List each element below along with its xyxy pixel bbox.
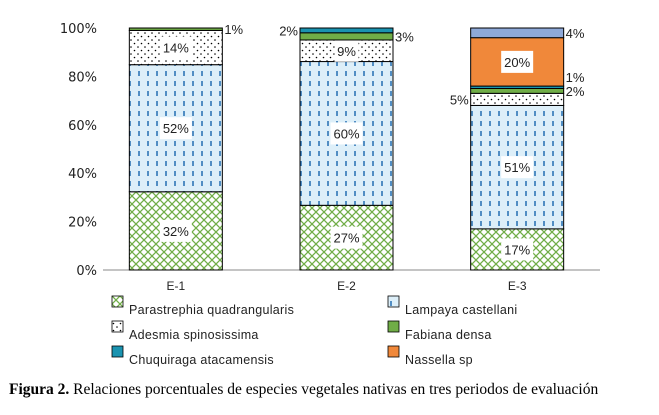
- y-tick-label: 0%: [76, 264, 97, 279]
- data-label: 9%: [337, 44, 356, 59]
- data-label-bg: [159, 219, 192, 242]
- x-tick-label: E-2: [337, 279, 356, 293]
- legend-label: Adesmia spinosissima: [129, 328, 259, 342]
- bars: 32%52%14%1%27%60%9%2% 3%17%51%20%5%2%1%4%: [128, 22, 585, 271]
- data-label: 52%: [163, 121, 189, 136]
- data-label: 2%: [279, 23, 298, 38]
- data-label: 1%: [224, 22, 243, 37]
- data-label: 3%: [395, 29, 414, 44]
- bar-segment: [299, 32, 394, 41]
- legend-item: Chuquiraga atacamensis: [111, 345, 274, 367]
- bar-stack-e-2: 27% 60% 9% 2% 3%: [279, 23, 414, 271]
- legend-swatch: [111, 320, 124, 333]
- data-label: 20%: [504, 55, 530, 70]
- legend-item: Adesmia spinosissima: [111, 320, 259, 342]
- legend-swatch: [111, 295, 124, 308]
- data-label-bg: [159, 36, 192, 59]
- y-tick-label: 20%: [68, 216, 97, 231]
- legend-label: Parastrephia quadrangularis: [129, 303, 294, 317]
- data-label: 51%: [504, 160, 530, 175]
- data-label: 14%: [163, 41, 189, 56]
- data-label-bg: [330, 122, 363, 145]
- x-tick-labels: E-1 E-2 E-3: [166, 279, 526, 293]
- legend-item: Nassella sp: [387, 345, 473, 367]
- legend-swatch: [387, 345, 400, 358]
- bar-segment: [470, 92, 565, 106]
- y-tick-label: 40%: [68, 167, 97, 182]
- data-label-bg: [330, 226, 363, 249]
- data-label-bg: [334, 39, 359, 62]
- data-label: 5%: [450, 92, 469, 107]
- legend-label: Nassella sp: [405, 353, 473, 367]
- data-label-bg: [501, 156, 534, 179]
- caption-text: Relaciones porcentuales de especies vege…: [69, 381, 599, 398]
- bar-segment: [470, 88, 565, 94]
- y-tick-label: 80%: [68, 70, 97, 85]
- bar-segment: [470, 27, 565, 39]
- figure-caption: Figura 2. Relaciones porcentuales de esp…: [9, 381, 598, 399]
- data-label: 4%: [566, 26, 585, 41]
- legend-item: Lampaya castellani: [387, 295, 517, 317]
- legend-swatch: [111, 345, 124, 358]
- data-label: 32%: [163, 224, 189, 239]
- y-tick-label: 60%: [68, 119, 97, 134]
- data-label-bg: [501, 238, 534, 261]
- data-label-bg: [501, 50, 534, 73]
- bar-segment: [128, 27, 223, 31]
- data-label: 60%: [333, 126, 359, 141]
- legend-item: Parastrephia quadrangularis: [111, 295, 294, 317]
- caption-label: Figura 2.: [9, 381, 70, 398]
- data-label: 17%: [504, 242, 530, 257]
- data-label: 2%: [566, 84, 585, 99]
- legend-label: Fabiana densa: [405, 328, 492, 342]
- bar-stack-e-3: 17% 51% 20% 5% 2%1% 4%: [450, 26, 585, 271]
- legend-label: Lampaya castellani: [405, 303, 517, 317]
- y-tick-label: 100%: [60, 22, 97, 37]
- x-tick-label: E-1: [166, 279, 185, 293]
- legend: Parastrephia quadrangularis Lampaya caste…: [111, 295, 517, 367]
- legend-item: Fabiana densa: [387, 320, 492, 342]
- stacked-bar-chart: 0% 20% 40% 60% 80% 100% 32% 52% 14% 1% 27% 60% 9% 2%…: [60, 22, 600, 367]
- data-label: 27%: [333, 231, 359, 246]
- legend-swatch: [387, 320, 400, 333]
- data-label-bg: [159, 117, 192, 140]
- bar-segment: [299, 27, 394, 34]
- legend-swatch: [387, 295, 400, 308]
- bar-stack-e-1: 32% 52% 14% 1%: [128, 22, 244, 271]
- legend-label: Chuquiraga atacamensis: [129, 353, 274, 367]
- x-tick-label: E-3: [508, 279, 527, 293]
- data-label: 1%: [566, 70, 585, 85]
